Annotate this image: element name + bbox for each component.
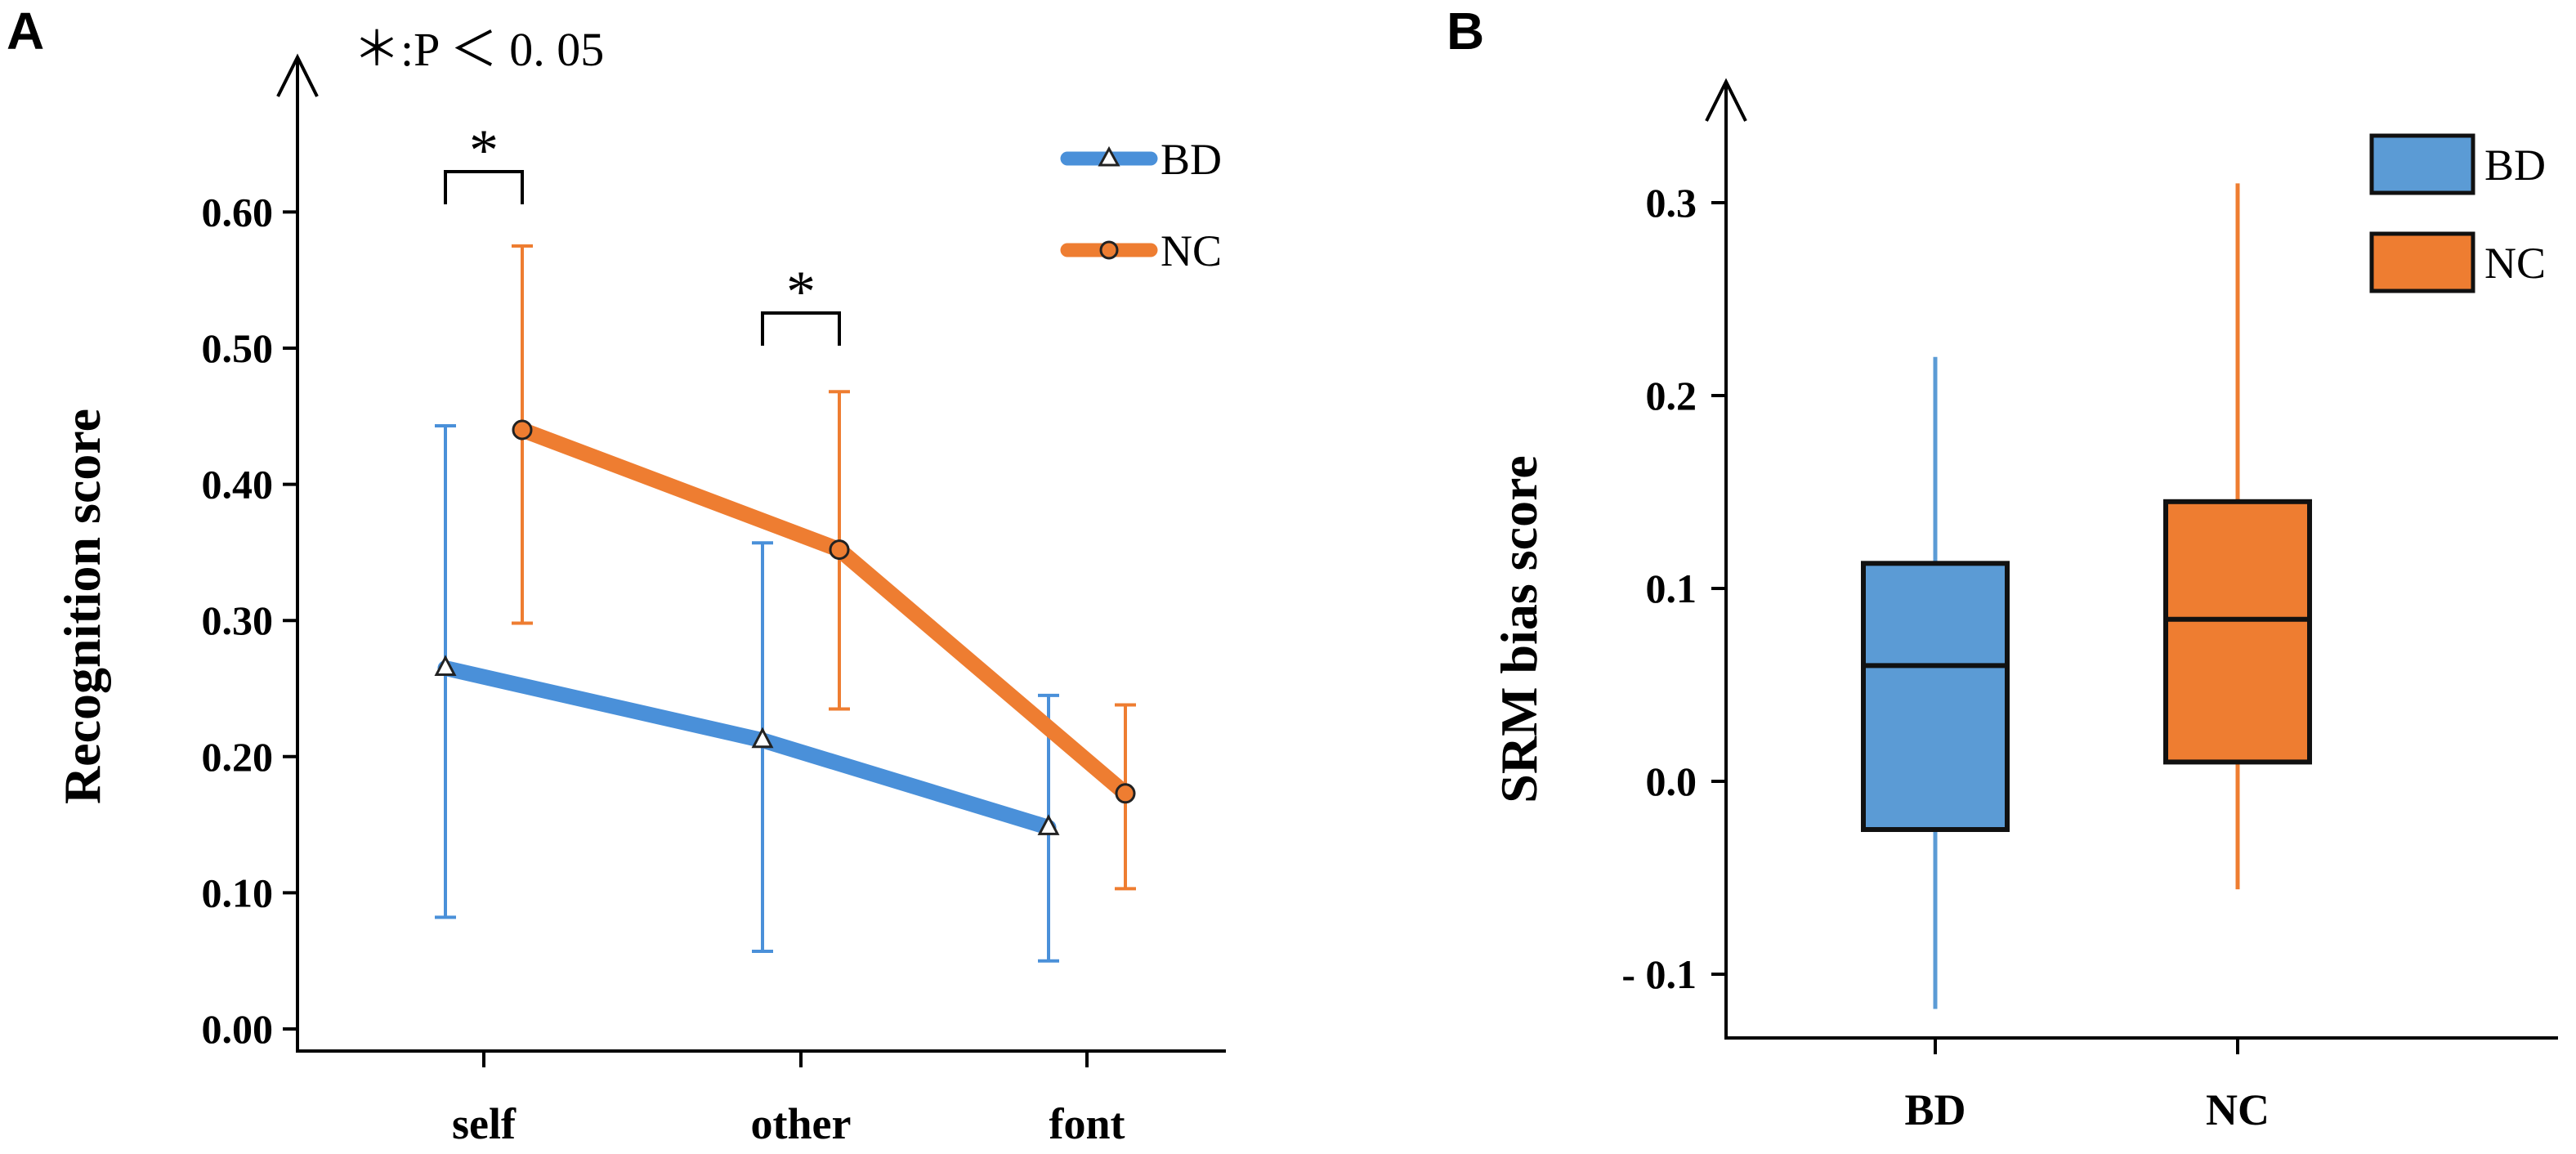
- significance-note: ＊:P ＜ 0. 05: [353, 23, 604, 76]
- panel-a-letter: A: [7, 2, 44, 60]
- legend-swatch-nc: [2369, 231, 2475, 293]
- y-tick-label-b: - 0.1: [1621, 951, 1697, 997]
- x-category-label-a: self: [452, 1099, 517, 1148]
- series-line-bd: [437, 660, 1057, 835]
- panel-b-letter: B: [1447, 2, 1484, 60]
- y-axis-arrow-a: [276, 53, 319, 97]
- legend-marker-bd: [1098, 145, 1120, 167]
- data-point-bd: [751, 727, 774, 749]
- significance-bracket: [761, 311, 841, 346]
- panel-b-box-plot: - 0.1 0.0 0.1 0.2 0.3 BD NC SRM bias score BD…: [1490, 78, 2558, 1134]
- legend-swatch-bd: [2369, 133, 2475, 195]
- y-tick-label-a: 0.60: [202, 189, 274, 235]
- box-bd: [1861, 561, 2010, 832]
- legend-label-bd: BD: [2484, 141, 2546, 190]
- panel-a-line-chart: ＊:P ＜ 0. 05 0.00 0.10 0.20 0.30 0.40 0.50 0.60…: [53, 23, 1226, 1148]
- y-tick-label-a: 0.00: [202, 1006, 274, 1052]
- data-point-nc: [1115, 783, 1136, 804]
- y-tick-label-b: 0.3: [1646, 180, 1697, 226]
- significance-star: *: [786, 259, 816, 324]
- data-point-bd: [1037, 814, 1060, 835]
- legend-label-nc: NC: [2484, 239, 2546, 288]
- x-category-label-b: BD: [1904, 1085, 1966, 1134]
- data-point-bd: [434, 655, 457, 677]
- y-tick-label-a: 0.30: [202, 597, 274, 643]
- y-axis-label-b: SRM bias score: [1490, 455, 1548, 803]
- significance-star: *: [469, 118, 499, 183]
- data-point-nc: [829, 539, 850, 561]
- x-category-label-b: NC: [2206, 1085, 2270, 1134]
- box-nc: [2163, 499, 2312, 765]
- series-line-nc: [514, 422, 1134, 802]
- legend-marker-nc: [1099, 240, 1119, 260]
- y-tick-label-a: 0.20: [202, 734, 274, 780]
- y-tick-label-a: 0.40: [202, 462, 274, 508]
- y-tick-label-b: 0.0: [1646, 758, 1697, 804]
- y-axis-arrow-b: [1705, 78, 1747, 122]
- significance-bracket: [444, 170, 524, 204]
- x-category-label-a: font: [1049, 1099, 1125, 1148]
- y-tick-label-b: 0.1: [1646, 566, 1697, 611]
- data-point-nc: [512, 419, 533, 441]
- legend-label-bd: BD: [1161, 135, 1222, 184]
- y-axis-label-a: Recognition score: [53, 409, 111, 804]
- y-tick-label-b: 0.2: [1646, 373, 1697, 418]
- y-tick-label-a: 0.10: [202, 870, 274, 915]
- legend-label-nc: NC: [1161, 226, 1222, 275]
- x-category-label-a: other: [751, 1099, 852, 1148]
- y-tick-label-a: 0.50: [202, 325, 274, 371]
